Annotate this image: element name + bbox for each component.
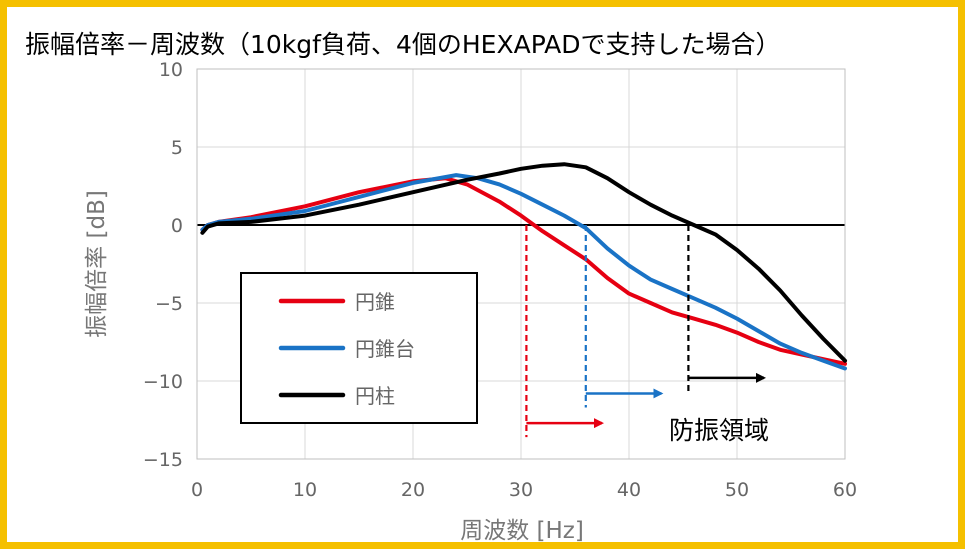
series-line-1 bbox=[200, 173, 847, 371]
series-lines bbox=[200, 162, 847, 371]
x-axis-label: 周波数 [Hz] bbox=[460, 518, 584, 544]
x-tick-label-4: 40 bbox=[617, 479, 641, 501]
vibration-isolation-annotations bbox=[525, 225, 766, 438]
plot-area bbox=[196, 68, 846, 460]
x-tick-label-3: 30 bbox=[509, 479, 533, 501]
y-axis-label: 振幅倍率 [dB] bbox=[84, 190, 110, 338]
plot-border bbox=[196, 68, 846, 460]
y-tick-label-2: 0 bbox=[171, 215, 183, 237]
x-tick-label-5: 50 bbox=[725, 479, 749, 501]
y-tick-labels: 10 5 0 −5 −10 −15 bbox=[143, 59, 183, 471]
series-line-2 bbox=[200, 162, 847, 363]
legend-label-1: 円錐台 bbox=[355, 337, 415, 361]
x-tick-label-0: 0 bbox=[191, 479, 203, 501]
y-tick-label-1: 5 bbox=[171, 137, 183, 159]
x-tick-label-1: 10 bbox=[293, 479, 317, 501]
series-line-0 bbox=[200, 176, 847, 366]
y-tick-label-4: −10 bbox=[143, 371, 183, 393]
chart-title: 振幅倍率－周波数（10kgf負荷、4個のHEXAPADで支持した場合） bbox=[25, 30, 781, 59]
vibration-isolation-zone-label: 防振領域 bbox=[669, 416, 769, 445]
legend-label-0: 円錐 bbox=[355, 290, 395, 314]
amplitude-frequency-chart: 振幅倍率－周波数（10kgf負荷、4個のHEXAPADで支持した場合） 0 10 2… bbox=[25, 30, 857, 544]
x-tick-label-6: 60 bbox=[833, 479, 857, 501]
y-tick-label-3: −5 bbox=[155, 293, 183, 315]
legend-label-2: 円柱 bbox=[355, 384, 395, 408]
x-tick-label-2: 20 bbox=[401, 479, 425, 501]
x-tick-labels: 0 10 20 30 40 50 60 bbox=[191, 479, 857, 501]
y-tick-label-0: 10 bbox=[159, 59, 183, 81]
y-tick-label-5: −15 bbox=[143, 449, 183, 471]
